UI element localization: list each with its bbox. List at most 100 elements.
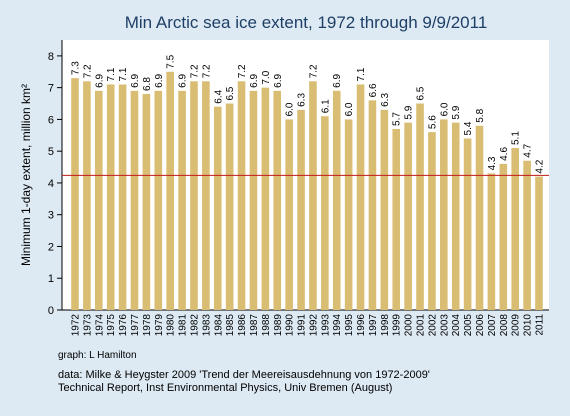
- x-tick-label-2005: 2005: [463, 314, 474, 337]
- x-tick-label-1987: 1987: [249, 314, 260, 337]
- data-label-2011: 4.2: [535, 159, 546, 173]
- bar-1990: [285, 119, 293, 310]
- x-tick-label-1978: 1978: [142, 314, 153, 337]
- data-label-1979: 6.9: [154, 73, 165, 87]
- x-tick-label-1985: 1985: [225, 314, 236, 337]
- x-tick-label-1997: 1997: [368, 314, 379, 337]
- data-label-1992: 7.2: [308, 64, 319, 78]
- bar-1991: [297, 109, 305, 310]
- bar-2011: [535, 176, 543, 310]
- data-label-2000: 5.9: [404, 105, 415, 119]
- bar-1983: [202, 81, 210, 310]
- x-tick-label-1980: 1980: [166, 314, 177, 337]
- x-tick-label-1989: 1989: [273, 314, 284, 337]
- bar-1980: [166, 71, 174, 310]
- bar-2002: [428, 132, 436, 310]
- y-tick-label: 2: [48, 241, 54, 253]
- bar-1981: [178, 90, 186, 310]
- data-label-1997: 6.6: [368, 83, 379, 97]
- bar-1993: [321, 116, 329, 310]
- data-label-1977: 6.9: [130, 73, 141, 87]
- x-tick-label-1988: 1988: [261, 314, 272, 337]
- data-label-2004: 5.9: [451, 105, 462, 119]
- x-tick-label-2003: 2003: [439, 314, 450, 337]
- bar-2004: [451, 122, 460, 311]
- x-tick-label-1986: 1986: [237, 314, 248, 337]
- data-label-1975: 7.1: [106, 67, 117, 81]
- bar-1998: [380, 109, 389, 310]
- y-tick-label: 5: [48, 146, 54, 158]
- bar-series: [71, 71, 543, 311]
- data-labels: 7.3 7.26.9 7.1 7.1 6.9 6.8 6.97.56.97.2 7.26.4 6…: [71, 54, 546, 173]
- data-label-1974: 6.9: [94, 73, 105, 87]
- data-label-1995: 6.0: [344, 102, 355, 116]
- data-label-1991: 6.3: [297, 93, 308, 107]
- x-tick-label-2011: 2011: [535, 314, 546, 336]
- bar-1987: [249, 90, 258, 310]
- bar-2010: [523, 160, 531, 310]
- x-tick-label-1973: 1973: [82, 314, 93, 337]
- data-label-2005: 5.4: [463, 121, 474, 135]
- x-tick-label-2006: 2006: [475, 314, 486, 337]
- data-label-2003: 6.0: [439, 102, 450, 116]
- graph-credit: graph: L Hamilton: [58, 350, 137, 361]
- y-tick-label: 0: [48, 305, 54, 317]
- bar-2009: [511, 148, 520, 310]
- data-label-1999: 5.7: [392, 112, 403, 126]
- x-tick-label-1998: 1998: [380, 314, 391, 337]
- x-tick-label-2007: 2007: [487, 314, 498, 337]
- bar-2005: [463, 138, 472, 310]
- bar-1996: [356, 84, 365, 311]
- data-source-line-2: Technical Report, Inst Environmental Phy…: [58, 382, 393, 394]
- data-label-1988: 7.0: [261, 70, 272, 84]
- data-label-1976: 7.1: [118, 67, 129, 81]
- data-label-1985: 6.5: [225, 86, 236, 100]
- bar-1972: [71, 78, 79, 310]
- bar-1977: [130, 90, 139, 310]
- bar-2000: [404, 122, 412, 311]
- data-label-1989: 6.9: [273, 73, 284, 87]
- bar-1975: [106, 84, 115, 311]
- y-tick-label: 1: [48, 273, 54, 285]
- bar-1988: [261, 87, 270, 310]
- x-tick-label-1995: 1995: [344, 314, 355, 337]
- y-tick-label: 3: [48, 210, 54, 222]
- data-label-1983: 7.2: [201, 64, 212, 78]
- y-axis-label: Minimum 1-day extent, million km²: [19, 84, 33, 266]
- bar-1982: [190, 81, 198, 310]
- data-label-2001: 6.5: [416, 86, 427, 100]
- data-label-1994: 6.9: [332, 73, 343, 87]
- x-tick-label-1974: 1974: [94, 314, 105, 337]
- x-tick-label-2001: 2001: [416, 314, 427, 337]
- bar-1979: [154, 90, 163, 310]
- bar-2008: [499, 163, 508, 310]
- x-tick-label-1992: 1992: [308, 314, 319, 337]
- y-tick-label: 8: [48, 51, 54, 63]
- data-label-1972: 7.3: [71, 61, 82, 75]
- data-source-line-1: data: Milke & Heygster 2009 'Trend der M…: [58, 369, 430, 381]
- x-tick-label-2000: 2000: [404, 314, 415, 337]
- data-label-2006: 5.8: [475, 108, 486, 122]
- x-tick-label-2009: 2009: [511, 314, 522, 337]
- data-label-2009: 5.1: [511, 131, 522, 145]
- x-tick-label-1977: 1977: [130, 314, 141, 337]
- data-label-2010: 4.7: [523, 143, 534, 157]
- x-tick-label-1981: 1981: [178, 314, 189, 337]
- bar-1995: [344, 119, 353, 310]
- bar-1985: [225, 103, 234, 310]
- data-label-1998: 6.3: [380, 93, 391, 107]
- x-tick-label-1972: 1972: [71, 314, 82, 337]
- x-tick-label-1983: 1983: [201, 314, 212, 337]
- x-tick-label-1990: 1990: [285, 314, 296, 337]
- data-label-1980: 7.5: [166, 54, 177, 68]
- x-tick-label-1993: 1993: [320, 314, 331, 337]
- bar-1984: [213, 106, 222, 311]
- bar-2006: [475, 125, 484, 310]
- bar-1986: [237, 81, 246, 310]
- x-tick-label-1979: 1979: [154, 314, 165, 337]
- x-tick-label-2004: 2004: [451, 314, 462, 337]
- bar-1973: [83, 81, 91, 310]
- data-label-2008: 4.6: [499, 147, 510, 161]
- data-label-1984: 6.4: [213, 89, 224, 103]
